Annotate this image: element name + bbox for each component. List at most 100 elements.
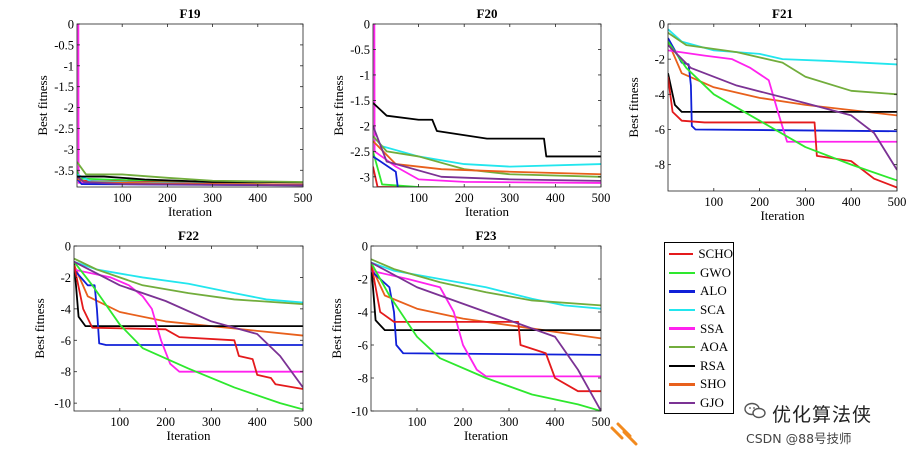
- legend-swatch: [669, 308, 695, 312]
- x-tick-label: 500: [592, 415, 611, 429]
- legend-swatch: [669, 290, 695, 293]
- y-tick-label: -8: [358, 372, 368, 386]
- x-tick-label: 300: [796, 195, 815, 209]
- series-line-alo: [668, 37, 897, 133]
- series-line-sca: [371, 261, 601, 310]
- y-tick-label: 0: [364, 18, 370, 32]
- y-tick-label: -3: [360, 170, 370, 184]
- x-tick-label: 400: [248, 415, 267, 429]
- series-group: [373, 24, 601, 187]
- y-axis-label: Best fitness: [331, 75, 346, 135]
- y-tick-label: -6: [358, 339, 368, 353]
- legend-swatch: [669, 401, 695, 405]
- series-line-gwo: [668, 41, 897, 182]
- x-tick-label: 400: [842, 195, 861, 209]
- legend-item-aoa: AOA: [665, 338, 733, 357]
- series-line-rsa: [74, 261, 303, 328]
- series-line-sho: [668, 41, 897, 117]
- legend-item-rsa: RSA: [665, 357, 733, 376]
- plot-frame: [667, 23, 898, 192]
- y-axis-label: Best fitness: [329, 298, 344, 358]
- series-line-gwo: [373, 151, 483, 187]
- y-tick-label: -10: [351, 405, 368, 419]
- legend-item-gwo: GWO: [665, 264, 733, 283]
- y-tick-label: -4: [358, 306, 369, 320]
- x-tick-label: 400: [546, 191, 565, 205]
- x-tick-label: 300: [500, 415, 519, 429]
- series-line-aoa: [371, 258, 601, 307]
- chart-f21: 100 200 300 400 500 0 -2 -4 -6 -8 F21 Iteration Best…: [626, 6, 906, 223]
- series-line-gjo: [74, 260, 303, 388]
- legend-label: GWO: [700, 264, 732, 280]
- series-line-sho: [371, 265, 601, 340]
- y-tick-label: -3: [64, 143, 74, 157]
- y-tick-label: -0.5: [54, 38, 74, 52]
- chart-title: F19: [180, 6, 201, 21]
- x-tick-label: 500: [592, 191, 611, 205]
- series-group: [74, 257, 303, 411]
- x-axis-label: Iteration: [168, 204, 213, 219]
- chart-title: F21: [772, 6, 793, 21]
- watermark: 优化算法侠 CSDN @88号技师: [744, 400, 914, 450]
- plot-frame: [370, 245, 602, 412]
- series-line-ssa: [373, 24, 601, 184]
- x-tick-label: 500: [888, 195, 907, 209]
- chart-title: F22: [178, 228, 199, 243]
- legend-item-scho: SCHO: [665, 245, 733, 264]
- legend-label: GJO: [700, 395, 724, 411]
- y-tick-label: -2: [358, 273, 368, 287]
- chart-title: F23: [476, 228, 497, 243]
- legend: SCHO GWO ALO SCA SSA AOA RSA SHO GJO: [664, 242, 734, 414]
- x-tick-label: 100: [113, 191, 132, 205]
- y-tick-label: -1.5: [350, 94, 370, 108]
- series-line-gjo: [668, 44, 897, 171]
- legend-label: AOA: [700, 339, 729, 355]
- y-tick-label: -10: [54, 397, 71, 411]
- x-tick-label: 200: [750, 195, 769, 209]
- series-line-alo: [373, 155, 399, 187]
- y-tick-label: -2: [655, 53, 665, 67]
- x-tick-label: 200: [158, 191, 177, 205]
- y-tick-label: -2: [61, 271, 71, 285]
- x-axis-label: Iteration: [465, 204, 510, 219]
- legend-item-gjo: GJO: [665, 394, 733, 413]
- series-line-ssa: [668, 49, 897, 143]
- y-tick-label: -2: [360, 119, 370, 133]
- y-tick-label: 0: [68, 18, 74, 32]
- watermark-name: 优化算法侠: [772, 404, 873, 426]
- chart-f20: 100 200 300 400 500 0 -0.5 -1 -1.5 -2 -2.5 -3 F20 Ite…: [331, 6, 610, 219]
- legend-swatch: [669, 253, 694, 256]
- series-line-scho: [371, 262, 601, 393]
- series-line-aoa: [668, 32, 897, 96]
- y-axis-label: Best fitness: [626, 77, 641, 137]
- watermark-mark: [610, 422, 638, 446]
- series-line-ssa: [371, 269, 601, 378]
- x-tick-label: 400: [546, 415, 565, 429]
- x-tick-label: 100: [110, 415, 129, 429]
- wechat-icon: [744, 402, 766, 419]
- series-line-ssa: [74, 268, 303, 373]
- plot-frame: [73, 245, 304, 412]
- series-line-scho: [74, 264, 303, 390]
- y-axis-label: Best fitness: [35, 75, 50, 135]
- legend-label: ALO: [700, 283, 727, 299]
- series-group: [77, 24, 303, 187]
- series-line-aoa: [74, 257, 303, 306]
- series-line-rsa: [371, 262, 601, 332]
- y-tick-label: -1: [360, 68, 370, 82]
- legend-item-sho: SHO: [665, 375, 733, 394]
- legend-item-sca: SCA: [665, 301, 733, 320]
- x-tick-label: 200: [455, 191, 474, 205]
- series-line-scho: [373, 166, 575, 187]
- series-group: [371, 258, 601, 411]
- watermark-stroke: [610, 422, 638, 446]
- y-tick-label: -2: [64, 101, 74, 115]
- x-axis-label: Iteration: [760, 208, 805, 223]
- series-line-aoa: [77, 161, 303, 183]
- y-tick-label: -4: [61, 302, 72, 316]
- x-tick-label: 300: [202, 415, 221, 429]
- legend-swatch: [669, 271, 695, 275]
- chart-f19: 100 200 300 400 500 0 -0.5 -1 -1.5 -2 -2.5 -3 -3.5 F1…: [35, 6, 312, 219]
- legend-item-ssa: SSA: [665, 319, 733, 338]
- plot-frame: [372, 23, 602, 188]
